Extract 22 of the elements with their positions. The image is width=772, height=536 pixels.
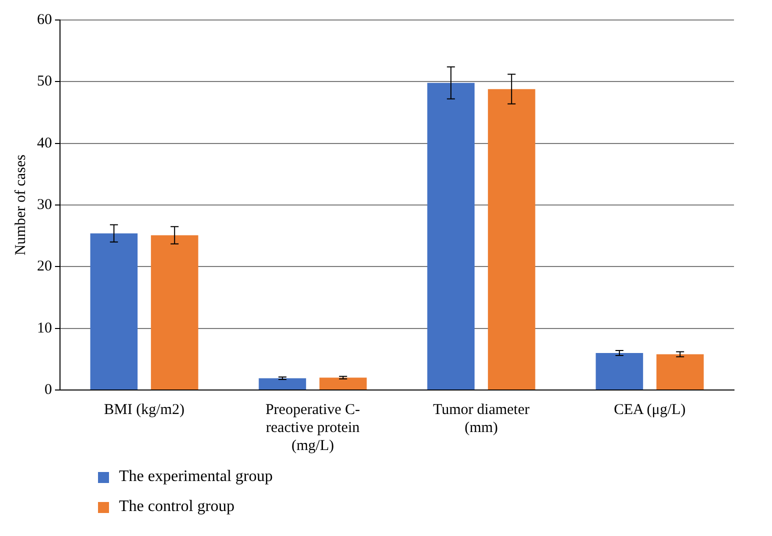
bar: [90, 233, 138, 390]
bar: [150, 235, 198, 390]
x-tick-label: Tumor diameter (mm): [432, 402, 530, 436]
bar: [596, 353, 644, 390]
x-tick-label: CEA (μg/L): [614, 402, 686, 418]
y-tick-label: 10: [37, 320, 52, 336]
y-tick-label: 50: [37, 74, 52, 90]
x-tick-label: Preoperative C-reactive protein (mg/L): [265, 402, 360, 454]
y-tick-label: 30: [37, 196, 52, 213]
bar: [427, 82, 475, 390]
y-tick-label: 0: [44, 382, 52, 398]
bar: [319, 378, 367, 390]
legend-label: The control group: [119, 498, 235, 516]
bar: [488, 89, 536, 390]
bar: [258, 378, 306, 390]
x-tick-label: BMI (kg/m2): [104, 402, 184, 418]
y-tick-label: 40: [37, 135, 52, 152]
y-tick-label: 60: [37, 12, 52, 28]
y-tick-label: 20: [37, 258, 52, 275]
legend-label: The experimental group: [119, 468, 273, 486]
y-axis-title: Number of cases: [12, 154, 29, 256]
bar: [656, 354, 704, 390]
